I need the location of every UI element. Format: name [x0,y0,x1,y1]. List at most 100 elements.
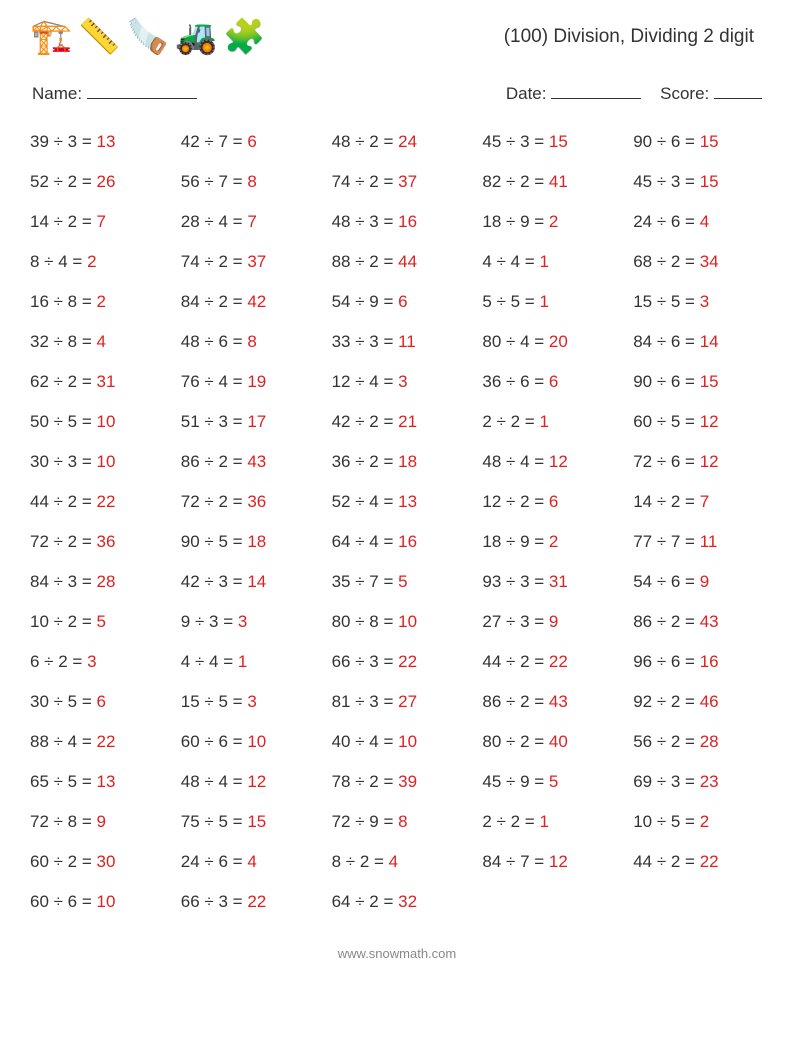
problem-cell: 90 ÷ 6 = 15 [633,372,764,392]
problem-answer: 12 [549,852,568,871]
problem-expression: 8 ÷ 4 = [30,252,87,271]
problem-cell: 86 ÷ 2 = 43 [482,692,613,712]
problem-answer: 14 [247,572,266,591]
problem-expression: 69 ÷ 3 = [633,772,700,791]
problem-expression: 10 ÷ 2 = [30,612,97,631]
problem-cell: 45 ÷ 3 = 15 [633,172,764,192]
problem-expression: 92 ÷ 2 = [633,692,700,711]
problem-expression: 60 ÷ 6 = [181,732,248,751]
problem-cell: 8 ÷ 4 = 2 [30,252,161,272]
problem-answer: 31 [97,372,116,391]
problem-cell: 16 ÷ 8 = 2 [30,292,161,312]
problem-cell: 15 ÷ 5 = 3 [181,692,312,712]
problem-answer: 22 [700,852,719,871]
problem-cell: 72 ÷ 6 = 12 [633,452,764,472]
problem-answer: 13 [97,132,116,151]
problem-expression: 14 ÷ 2 = [633,492,700,511]
problem-answer: 30 [97,852,116,871]
problem-answer: 6 [549,372,558,391]
problem-expression: 2 ÷ 2 = [482,412,539,431]
problem-expression: 4 ÷ 4 = [181,652,238,671]
problem-answer: 4 [700,212,709,231]
problem-answer: 3 [700,292,709,311]
problem-cell: 80 ÷ 4 = 20 [482,332,613,352]
name-blank [87,84,197,99]
problem-answer: 10 [97,452,116,471]
problem-answer: 2 [97,292,106,311]
problem-cell: 48 ÷ 3 = 16 [332,212,463,232]
problem-cell: 42 ÷ 3 = 14 [181,572,312,592]
date-blank [551,84,641,99]
problem-expression: 24 ÷ 6 = [181,852,248,871]
problem-answer: 1 [539,412,548,431]
problem-cell: 36 ÷ 6 = 6 [482,372,613,392]
problem-answer: 4 [389,852,398,871]
problem-expression: 65 ÷ 5 = [30,772,97,791]
problem-cell: 32 ÷ 8 = 4 [30,332,161,352]
problem-expression: 2 ÷ 2 = [482,812,539,831]
problem-expression: 44 ÷ 2 = [30,492,97,511]
problem-answer: 1 [539,252,548,271]
problem-cell: 14 ÷ 2 = 7 [30,212,161,232]
problem-cell: 86 ÷ 2 = 43 [633,612,764,632]
problem-cell: 5 ÷ 5 = 1 [482,292,613,312]
problem-answer: 9 [97,812,106,831]
problem-answer: 10 [247,732,266,751]
problem-cell: 48 ÷ 4 = 12 [181,772,312,792]
problem-cell: 18 ÷ 9 = 2 [482,212,613,232]
problem-expression: 27 ÷ 3 = [482,612,549,631]
problem-answer: 23 [700,772,719,791]
problem-cell: 74 ÷ 2 = 37 [332,172,463,192]
problem-expression: 81 ÷ 3 = [332,692,399,711]
problem-expression: 42 ÷ 3 = [181,572,248,591]
problem-expression: 72 ÷ 9 = [332,812,399,831]
problem-cell: 2 ÷ 2 = 1 [482,812,613,832]
problem-cell: 4 ÷ 4 = 1 [482,252,613,272]
problem-cell: 44 ÷ 2 = 22 [633,852,764,872]
problem-answer: 16 [700,652,719,671]
problem-cell: 66 ÷ 3 = 22 [332,652,463,672]
problem-cell: 24 ÷ 6 = 4 [633,212,764,232]
problem-expression: 75 ÷ 5 = [181,812,248,831]
problem-answer: 3 [247,692,256,711]
problem-cell: 72 ÷ 2 = 36 [30,532,161,552]
problem-cell: 4 ÷ 4 = 1 [181,652,312,672]
problem-answer: 3 [238,612,247,631]
problem-cell: 60 ÷ 5 = 12 [633,412,764,432]
problem-cell: 30 ÷ 3 = 10 [30,452,161,472]
problem-expression: 93 ÷ 3 = [482,572,549,591]
problem-cell: 48 ÷ 6 = 8 [181,332,312,352]
problem-cell: 68 ÷ 2 = 34 [633,252,764,272]
info-row: Name: Date: Score: [30,84,764,104]
problem-expression: 14 ÷ 2 = [30,212,97,231]
problem-expression: 64 ÷ 2 = [332,892,399,911]
problem-cell: 54 ÷ 9 = 6 [332,292,463,312]
problem-expression: 42 ÷ 2 = [332,412,399,431]
problem-answer: 22 [398,652,417,671]
problem-cell: 60 ÷ 2 = 30 [30,852,161,872]
problem-answer: 13 [97,772,116,791]
problem-cell: 44 ÷ 2 = 22 [30,492,161,512]
problem-answer: 10 [398,732,417,751]
problem-cell: 9 ÷ 3 = 3 [181,612,312,632]
problem-expression: 48 ÷ 4 = [482,452,549,471]
problem-cell: 56 ÷ 2 = 28 [633,732,764,752]
problem-cell: 90 ÷ 6 = 15 [633,132,764,152]
problem-answer: 1 [238,652,247,671]
problem-answer: 26 [97,172,116,191]
problem-cell: 39 ÷ 3 = 13 [30,132,161,152]
problem-cell: 35 ÷ 7 = 5 [332,572,463,592]
problem-expression: 54 ÷ 9 = [332,292,399,311]
problem-expression: 84 ÷ 2 = [181,292,248,311]
problem-answer: 15 [700,372,719,391]
problem-answer: 7 [97,212,106,231]
problem-answer: 34 [700,252,719,271]
problem-answer: 6 [549,492,558,511]
problem-expression: 72 ÷ 2 = [30,532,97,551]
problem-cell: 24 ÷ 6 = 4 [181,852,312,872]
problem-expression: 30 ÷ 3 = [30,452,97,471]
problem-answer: 7 [700,492,709,511]
problem-cell: 48 ÷ 2 = 24 [332,132,463,152]
problem-cell: 30 ÷ 5 = 6 [30,692,161,712]
problem-cell: 12 ÷ 2 = 6 [482,492,613,512]
